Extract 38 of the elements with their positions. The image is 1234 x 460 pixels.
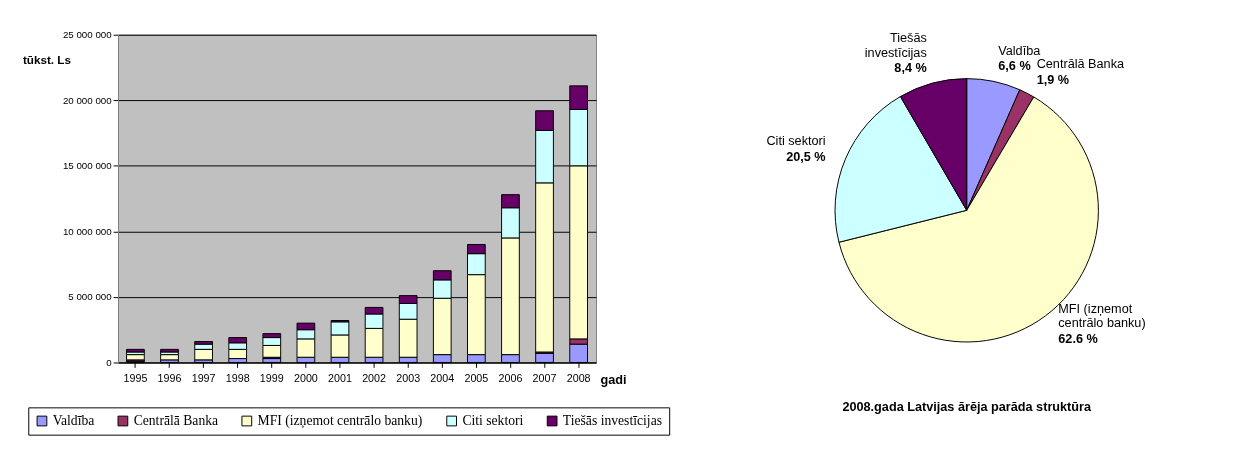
legend-label: Centrālā Banka <box>133 412 219 428</box>
x-tick-label: 2001 <box>328 372 352 385</box>
data-label: 20,5 % <box>786 149 826 164</box>
legend-label: Valdība <box>52 412 95 428</box>
x-tick-label: 2005 <box>464 372 489 385</box>
legend-label: MFI (izņemot centrālo banku) <box>257 412 423 429</box>
x-tick-label: 1999 <box>259 372 284 385</box>
x-tick-label: 2006 <box>498 372 523 385</box>
y-tick-label: 5 000 000 <box>68 291 113 303</box>
data-label: 62.6 % <box>1058 331 1098 346</box>
x-tick-label: 1998 <box>225 372 250 385</box>
y-tick-label: 0 <box>106 356 113 368</box>
x-axis-title: gadi <box>600 373 627 388</box>
data-label: 1,9 % <box>1036 72 1070 87</box>
data-label: 6,6 % <box>998 59 1031 74</box>
slice-label: Tiešās investīcijas <box>864 30 927 60</box>
x-tick-label: 1995 <box>123 372 148 385</box>
data-label: 8,4 % <box>894 61 927 76</box>
y-axis-title: tūkst. Ls <box>22 53 72 67</box>
text: 2008.gada Latvijas ārēja parāda struktūra <box>842 400 1092 415</box>
y-tick-label: 10 000 000 <box>62 225 113 237</box>
y-tick-label: 20 000 000 <box>62 94 113 106</box>
x-tick-label: 2007 <box>532 372 557 385</box>
slice-label: Citi sektori <box>766 133 826 148</box>
x-tick-label: 2000 <box>293 372 318 385</box>
x-tick-label: 1997 <box>191 372 216 385</box>
y-tick-label: 15 000 000 <box>62 160 113 172</box>
x-tick-label: 2008 <box>566 372 591 385</box>
x-tick-label: 2004 <box>430 372 455 385</box>
legend-label: Tiešās investīcijas <box>562 412 663 428</box>
slice-label: Centrālā Banka <box>1036 57 1125 72</box>
x-tick-label: 1996 <box>157 372 182 385</box>
y-tick-label: 25 000 000 <box>62 29 113 41</box>
slice-label: Valdība <box>998 43 1042 58</box>
legend-label: Citi sektori <box>462 412 524 428</box>
slice-label: MFI (izņemot centrālo banku) <box>1058 301 1146 331</box>
x-tick-label: 2003 <box>396 372 421 385</box>
x-tick-label: 2002 <box>362 372 387 385</box>
